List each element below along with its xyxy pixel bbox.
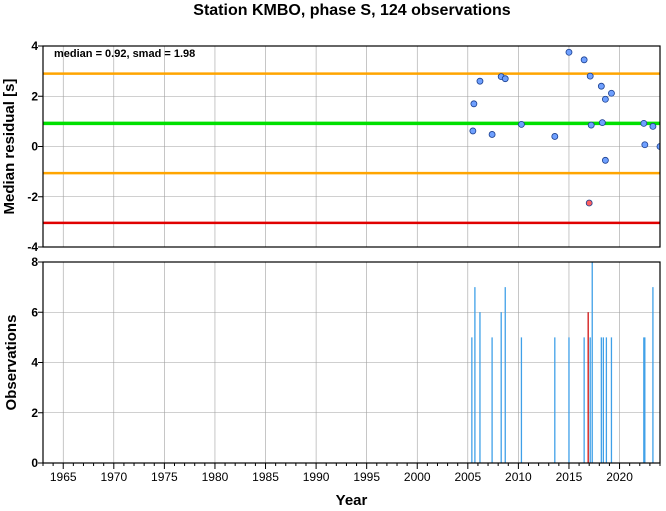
residual-point — [586, 72, 594, 80]
top-ylabel: Median residual [s] — [1, 79, 18, 215]
residual-point — [641, 141, 649, 149]
top-ytick-label: -2 — [27, 190, 38, 204]
bottom-xtick-label: 1965 — [50, 470, 77, 484]
top-ytick-label: 2 — [31, 89, 38, 103]
bottom-ylabel: Observations — [3, 315, 20, 411]
stats-annotation: median = 0.92, smad = 1.98 — [54, 48, 195, 60]
chart-title: Station KMBO, phase S, 124 observations — [193, 2, 511, 19]
residual-point — [565, 48, 573, 56]
residual-point — [649, 123, 657, 130]
observations-panel: 1965 1970 1975 1980 1985 1990 1995 2000 2005 2010… — [3, 255, 661, 509]
top-ytick-label: 0 — [31, 140, 38, 154]
residual-point — [488, 131, 496, 138]
bottom-ytick-label: 6 — [31, 305, 38, 319]
bottom-xtick-label: 2000 — [404, 470, 431, 484]
residual-points — [469, 48, 660, 207]
top-ytick-label: -4 — [27, 240, 38, 254]
top-ytick-label: 4 — [31, 39, 38, 53]
bottom-xtick-label: 1985 — [252, 470, 279, 484]
residual-point — [640, 119, 648, 127]
bottom-xtick-label: 1975 — [151, 470, 178, 484]
residual-point — [601, 156, 609, 164]
residual-point — [518, 120, 525, 128]
residual-point — [551, 133, 559, 140]
residual-point — [656, 143, 660, 150]
residual-point — [501, 75, 509, 83]
residual-point — [598, 119, 606, 127]
bottom-xtick-label: 1995 — [353, 470, 380, 484]
residual-point — [601, 95, 609, 103]
bottom-ytick-label: 2 — [31, 406, 38, 420]
bottom-xtick-label: 1980 — [202, 470, 229, 484]
bottom-ytick-label: 8 — [31, 255, 38, 269]
residual-point — [469, 127, 477, 135]
residual-point — [476, 77, 484, 85]
bottom-xtick-label: 2010 — [505, 470, 532, 484]
bottom-xtick-label: 1990 — [303, 470, 330, 484]
residual-point — [470, 100, 478, 108]
residual-point — [580, 56, 588, 64]
outlier-point — [585, 199, 593, 207]
bottom-ytick-label: 4 — [31, 356, 38, 370]
bottom-xtick-label: 1970 — [100, 470, 127, 484]
residual-panel: -4 -2 0 2 4 median = 0.92, smad = 1.98 Median … — [1, 39, 661, 254]
residual-point — [587, 121, 595, 129]
bottom-xtick-label: 2015 — [556, 470, 583, 484]
bottom-xlabel: Year — [336, 492, 368, 509]
bottom-xtick-label: 2005 — [454, 470, 481, 484]
bottom-xtick-label: 2020 — [606, 470, 633, 484]
residual-point — [608, 89, 615, 97]
residual-point — [597, 82, 605, 90]
bottom-ytick-label: 0 — [31, 456, 38, 470]
